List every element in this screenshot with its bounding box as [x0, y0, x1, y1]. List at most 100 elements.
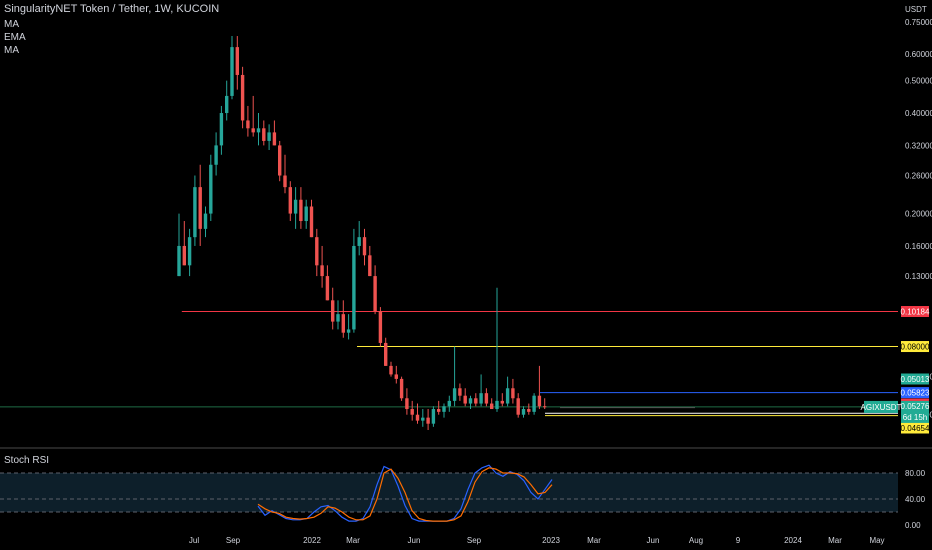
candle-body: [309, 206, 314, 238]
y-tick-label: 0.60000: [905, 50, 932, 59]
y-tick-label: 0.20000: [905, 210, 932, 219]
candle-body: [410, 409, 414, 415]
candle-body: [267, 132, 271, 141]
candle-body: [495, 400, 499, 410]
candle-body: [426, 417, 430, 424]
candle-body: [251, 128, 255, 133]
candle-body: [394, 374, 398, 379]
candle-body: [399, 378, 404, 399]
stoch-level-label: 80.00: [905, 469, 926, 478]
x-tick-label: 2022: [303, 536, 321, 545]
stoch-level-label: 0.00: [905, 521, 921, 530]
stoch-level-label: 40.00: [905, 495, 926, 504]
candle-body: [336, 314, 340, 322]
x-tick-label: May: [869, 536, 884, 545]
candle-body: [474, 398, 478, 404]
symbol-tag: [864, 400, 898, 413]
candle-body: [304, 206, 308, 222]
x-tick-label: Jul: [189, 536, 199, 545]
candle-body: [203, 213, 208, 229]
x-tick-label: Sep: [467, 536, 482, 545]
candle-body: [230, 47, 234, 96]
currency-label: USDT: [905, 5, 927, 14]
candle-body: [362, 237, 367, 256]
candle-body: [484, 393, 489, 404]
candle-body: [389, 365, 393, 375]
indicator-ema[interactable]: EMA: [4, 32, 26, 43]
x-tick-label: 2024: [784, 536, 802, 545]
candle-body: [272, 132, 277, 146]
candle-body: [299, 199, 303, 222]
stoch-d-line: [257, 467, 553, 522]
candle-body: [225, 95, 229, 114]
price-tag: [901, 387, 929, 399]
candle-body: [320, 265, 324, 277]
candle-body: [256, 128, 261, 133]
y-tick-label: 0.13000: [905, 272, 932, 281]
candle-body: [511, 388, 515, 399]
candle-body: [352, 245, 356, 330]
candle-body: [415, 414, 420, 421]
candle-body: [421, 417, 425, 421]
candle-body: [198, 187, 202, 229]
candle-body: [368, 255, 372, 277]
price-tag-label: 0.08000: [901, 343, 930, 352]
candle-body: [341, 314, 345, 333]
candle-body: [458, 388, 462, 396]
candle-body: [384, 342, 388, 366]
candle-body: [378, 311, 383, 343]
price-tag-label: 0.05013: [901, 375, 930, 384]
countdown-label: 6d 15h: [903, 413, 927, 422]
x-tick-label: 9: [736, 536, 741, 545]
candle-body: [283, 175, 287, 188]
candle-body: [490, 403, 494, 410]
y-tick-label: 0.75000: [905, 18, 932, 27]
candle-body: [240, 74, 245, 121]
y-tick-label: 0.32000: [905, 141, 932, 150]
candle-body: [315, 237, 319, 266]
y-tick-label: 0.26000: [905, 172, 932, 181]
price-tag: [901, 306, 929, 318]
candle-body: [452, 388, 457, 401]
candle-body: [527, 409, 531, 412]
candle-body: [357, 237, 361, 246]
candle-body: [193, 187, 197, 238]
indicator-ma-1[interactable]: MA: [4, 19, 19, 30]
candle-body: [437, 409, 441, 412]
candle-body: [373, 276, 377, 312]
x-tick-label: Mar: [587, 536, 601, 545]
candle-body: [537, 395, 542, 407]
candle-body: [235, 47, 239, 75]
x-tick-label: Aug: [689, 536, 703, 545]
candle-body: [463, 395, 467, 404]
stoch-rsi-label[interactable]: Stoch RSI: [4, 455, 50, 466]
candle-body: [521, 409, 526, 415]
candle-body: [468, 398, 473, 404]
candle-body: [325, 276, 330, 301]
candle-body: [209, 164, 213, 214]
candle-body: [288, 187, 292, 214]
y-tick-label: 0.16000: [905, 242, 932, 251]
candle-body: [500, 400, 504, 404]
x-tick-label: 2023: [542, 536, 560, 545]
candle-body: [543, 406, 547, 408]
candle-body: [405, 398, 409, 410]
candle-body: [177, 245, 181, 277]
candle-body: [331, 300, 335, 322]
candle-body: [219, 113, 224, 146]
y-tick-label: 0.40000: [905, 109, 932, 118]
x-tick-label: Mar: [828, 536, 842, 545]
candle-body: [246, 120, 250, 129]
symbol-title[interactable]: SingularityNET Token / Tether, 1W, KUCOI…: [4, 3, 220, 15]
candle-body: [187, 237, 192, 266]
candle-body: [447, 400, 451, 407]
indicator-ma-2[interactable]: MA: [4, 45, 19, 56]
candle-body: [516, 398, 520, 415]
x-tick-label: Sep: [226, 536, 241, 545]
x-tick-label: Mar: [346, 536, 360, 545]
candle-body: [262, 128, 266, 141]
candle-body: [182, 245, 186, 266]
current-price-label: 0.05276: [901, 402, 930, 411]
candle-body: [346, 329, 351, 333]
